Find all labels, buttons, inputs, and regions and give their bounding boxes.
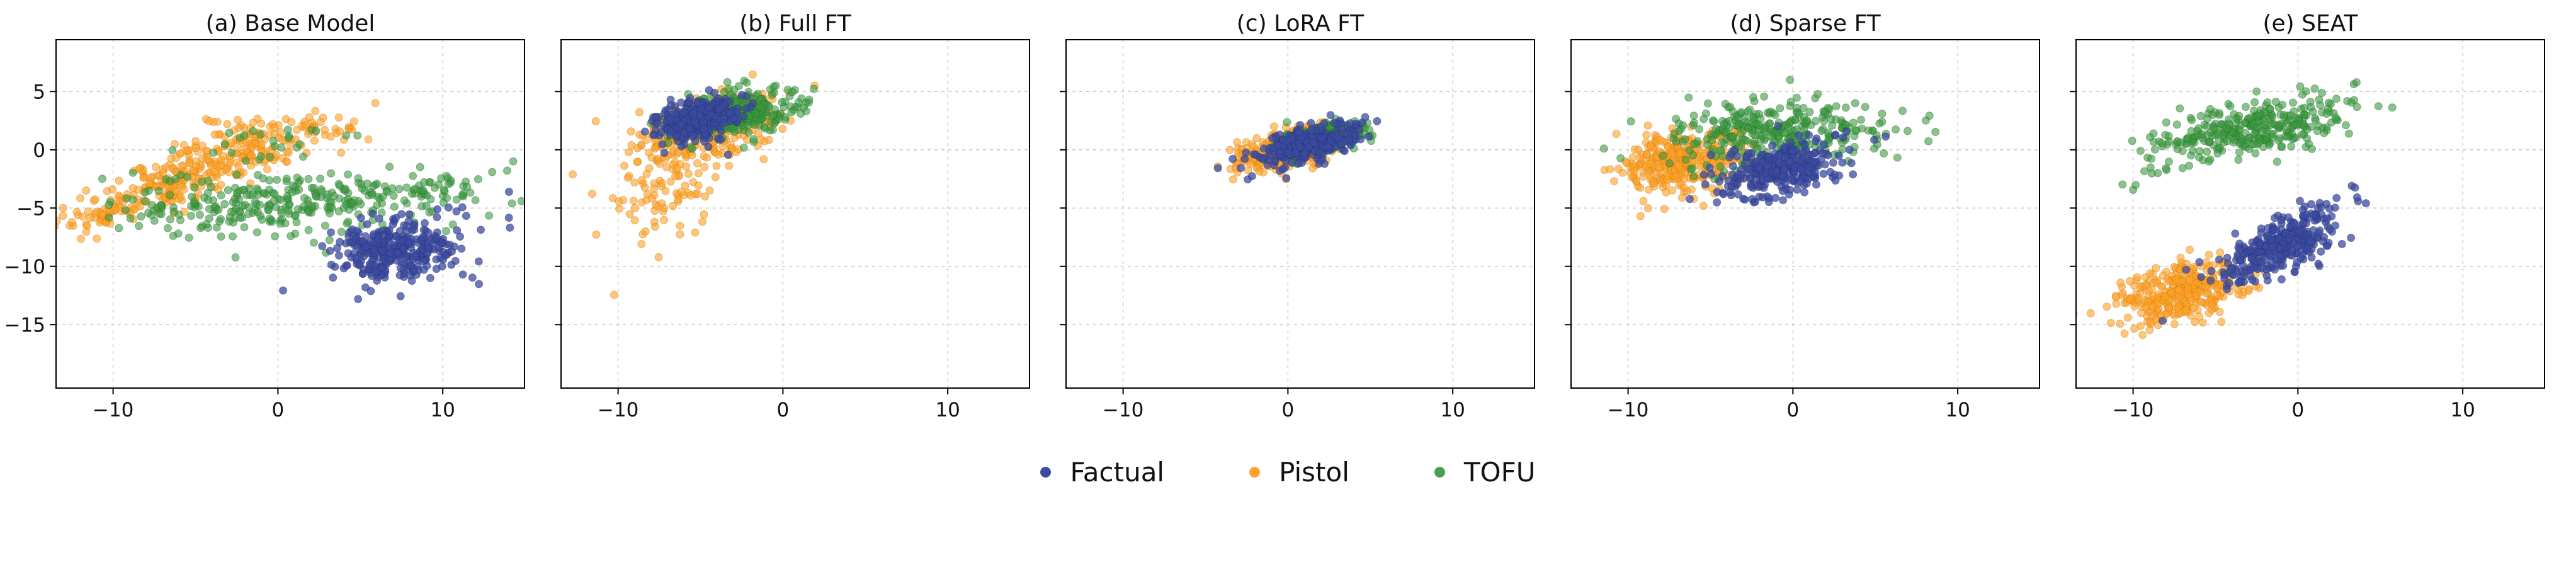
legend-label: Factual: [1070, 457, 1165, 488]
panel-plot: −10 0 10: [1060, 39, 1535, 421]
svg-text:−10: −10: [1608, 399, 1648, 421]
y-tick-labels: 5 0 −5 −10 −15: [4, 81, 45, 336]
svg-text:0: 0: [272, 399, 285, 421]
x-tick-labels: −10 0 10: [598, 399, 960, 421]
svg-text:−10: −10: [598, 399, 638, 421]
legend: Factual Pistol TOFU: [0, 457, 2576, 488]
legend-dot-icon: [1040, 467, 1052, 478]
scatter-points-pistol: [2075, 244, 2269, 340]
scatter-points-tofu: [98, 125, 525, 261]
svg-text:0: 0: [777, 399, 790, 421]
scatter-points-tofu: [2118, 78, 2397, 194]
tick-marks: [50, 91, 444, 394]
scatter-points-factual: [279, 188, 514, 304]
svg-text:−10: −10: [93, 399, 133, 421]
legend-dot-icon: [1434, 467, 1445, 478]
gridlines: [1065, 39, 1535, 389]
legend-item-tofu: TOFU: [1434, 457, 1536, 488]
x-tick-labels: −10 0 10: [1103, 399, 1465, 421]
panel-3: (c) LoRA FT −10 0 10: [1060, 9, 1535, 425]
plot-background: [560, 39, 1030, 389]
svg-text:−10: −10: [4, 256, 45, 278]
scatter-points-factual: [2159, 181, 2370, 325]
panels-row: (a) Base Model −10 0 10 5 0 −5 −10 −15 (b) Full F…: [4, 9, 2545, 425]
svg-text:5: 5: [33, 81, 45, 103]
svg-text:0: 0: [1282, 399, 1295, 421]
svg-text:−10: −10: [1103, 399, 1143, 421]
legend-item-pistol: Pistol: [1249, 457, 1349, 488]
axis-frame: [1570, 39, 2040, 389]
panel-title: (a) Base Model: [205, 11, 375, 37]
panel-title: (b) Full FT: [739, 11, 851, 37]
panel-plot: −10 0 10 5 0 −5 −10 −15: [4, 39, 525, 421]
svg-text:10: 10: [1945, 399, 1970, 421]
plot-background: [1570, 39, 2040, 389]
svg-text:0: 0: [33, 139, 45, 162]
plot-background: [1065, 39, 1535, 389]
x-tick-labels: −10 0 10: [93, 399, 455, 421]
panel-plot: −10 0 10: [2070, 39, 2545, 421]
axis-frame: [2075, 39, 2545, 389]
legend-item-factual: Factual: [1040, 457, 1164, 488]
svg-text:10: 10: [935, 399, 960, 421]
panel-title: (c) LoRA FT: [1236, 11, 1365, 37]
panel-title: (e) SEAT: [2262, 11, 2358, 37]
scatter-points-factual: [1213, 111, 1382, 184]
tick-marks: [1060, 91, 1454, 394]
tick-marks: [555, 91, 949, 394]
svg-text:−15: −15: [4, 314, 45, 336]
legend-dot-icon: [1249, 467, 1261, 478]
panel-2: (b) Full FT −10 0 10: [555, 9, 1030, 425]
axis-frame: [560, 39, 1030, 389]
panel-title: (d) Sparse FT: [1730, 11, 1881, 37]
tick-marks: [1565, 91, 1959, 394]
axis-frame: [1065, 39, 1535, 389]
scatter-points-factual: [640, 86, 757, 159]
panel-plot: −10 0 10: [555, 39, 1030, 421]
svg-text:−5: −5: [16, 197, 45, 220]
axis-frame: [55, 39, 525, 389]
x-tick-labels: −10 0 10: [2113, 399, 2475, 421]
scatter-points-factual: [1685, 122, 1890, 207]
legend-label: Pistol: [1279, 457, 1349, 488]
x-tick-labels: −10 0 10: [1608, 399, 1970, 421]
panel-plot: −10 0 10: [1565, 39, 2040, 421]
legend-label: TOFU: [1463, 457, 1536, 488]
svg-text:10: 10: [1440, 399, 1465, 421]
panel-4: (d) Sparse FT −10 0 10: [1565, 9, 2040, 425]
svg-text:0: 0: [1787, 399, 1800, 421]
tick-marks: [2070, 91, 2464, 394]
panel-5: (e) SEAT −10 0 10: [2070, 9, 2545, 425]
scatter-points-pistol: [55, 99, 380, 243]
panel-1: (a) Base Model −10 0 10 5 0 −5 −10 −15: [4, 9, 525, 425]
svg-text:10: 10: [430, 399, 455, 421]
